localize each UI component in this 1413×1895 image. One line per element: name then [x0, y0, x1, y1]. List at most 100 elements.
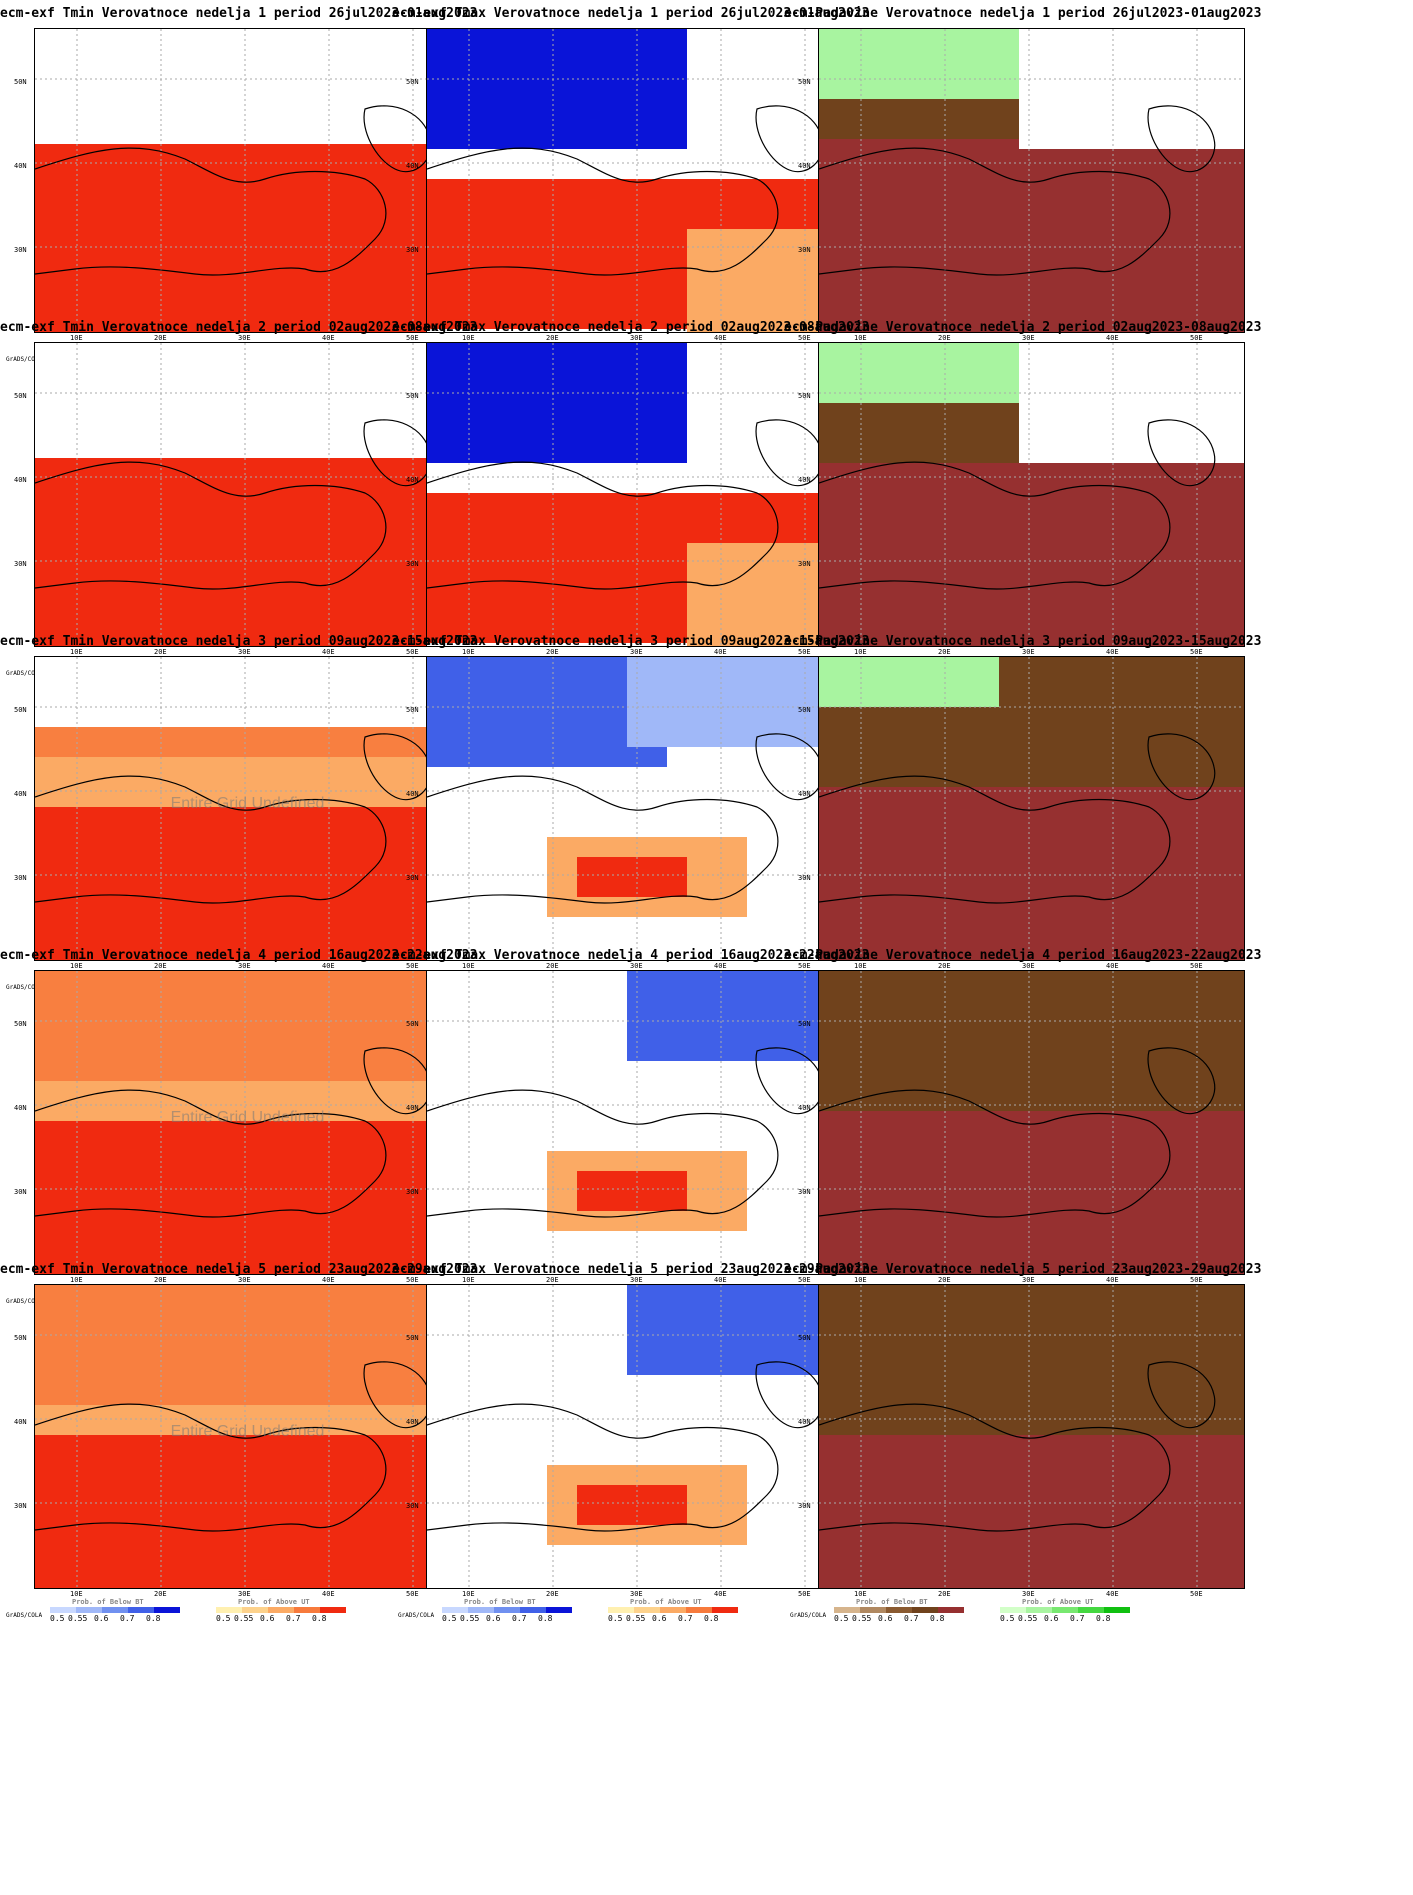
lat-label: 40N [14, 790, 27, 798]
scale-tick: 0.7 [678, 1614, 693, 1623]
lat-label: 50N [14, 78, 27, 86]
scale-swatch [468, 1607, 494, 1613]
lat-label: 30N [798, 1188, 811, 1196]
lon-label: 40E [322, 962, 335, 970]
lon-label: 30E [630, 648, 643, 656]
lon-label: 20E [938, 648, 951, 656]
lon-label: 10E [70, 648, 83, 656]
probability-field-map [427, 657, 852, 960]
lon-label: 30E [630, 962, 643, 970]
panel-title: ecm-exf Tmin Verovatnoce nedelja 5 perio… [0, 1262, 478, 1277]
scale-tick: 0.8 [146, 1614, 161, 1623]
map-panel-precip-week-1: ecm-Padavine Verovatnoce nedelja 1 perio… [784, 0, 1261, 379]
scale-swatch [938, 1607, 964, 1613]
lat-label: 40N [14, 476, 27, 484]
lon-label: 40E [714, 648, 727, 656]
scale-swatch [886, 1607, 912, 1613]
map-plot-area [818, 342, 1245, 647]
scale-swatch [912, 1607, 938, 1613]
grads-credit: GrADS/COLA [6, 1612, 43, 1619]
lon-label: 30E [630, 334, 643, 342]
scale-swatch [1104, 1607, 1130, 1613]
lat-label: 50N [406, 1334, 419, 1342]
lat-label: 40N [798, 1418, 811, 1426]
scale-swatch [320, 1607, 346, 1613]
map-plot-area [426, 342, 853, 647]
scale-tick: 0.55 [1018, 1614, 1038, 1623]
undefined-grid-watermark: Entire Grid Undefined [170, 1423, 325, 1440]
lon-label: 40E [322, 648, 335, 656]
panel-title: ecm-Padavine Verovatnoce nedelja 2 perio… [784, 320, 1262, 335]
scale-swatch [154, 1607, 180, 1613]
lon-label: 20E [938, 334, 951, 342]
lat-label: 50N [798, 1334, 811, 1342]
lat-label: 30N [406, 1188, 419, 1196]
lon-label: 50E [1190, 334, 1203, 342]
lon-label: 50E [798, 962, 811, 970]
scale-tick: 0.8 [312, 1614, 327, 1623]
map-plot-area [818, 970, 1245, 1275]
lon-label: 30E [238, 334, 251, 342]
probability-field-map [427, 343, 852, 646]
lat-label: 50N [406, 392, 419, 400]
probability-field-map [427, 971, 852, 1274]
grads-credit: GrADS/COLA [6, 670, 43, 677]
lon-label: 40E [322, 334, 335, 342]
lon-label: 20E [546, 648, 559, 656]
lon-label: 10E [854, 648, 867, 656]
lat-label: 50N [14, 1334, 27, 1342]
scale-tick: 0.7 [286, 1614, 301, 1623]
panel-title: ecm-exf Tmin Verovatnoce nedelja 3 perio… [0, 634, 478, 649]
panel-title: ecm-Padavine Verovatnoce nedelja 3 perio… [784, 634, 1262, 649]
lat-label: 30N [14, 1188, 27, 1196]
lon-label: 20E [154, 648, 167, 656]
lon-label: 10E [854, 1590, 867, 1598]
map-panel-tmax-week-3: ecm-exf Tmax Verovatnoce nedelja 3 perio… [392, 628, 869, 1007]
lon-label: 30E [1022, 334, 1035, 342]
lon-label: 50E [406, 648, 419, 656]
map-panel-tmax-week-5: ecm-exf Tmax Verovatnoce nedelja 5 perio… [392, 1256, 869, 1635]
lat-label: 30N [406, 874, 419, 882]
panel-title: ecm-Padavine Verovatnoce nedelja 5 perio… [784, 1262, 1262, 1277]
lon-label: 10E [462, 1590, 475, 1598]
lat-label: 30N [14, 1502, 27, 1510]
grads-credit: GrADS/COLA [790, 1612, 827, 1619]
scale-tick: 0.55 [234, 1614, 254, 1623]
scale-swatch [76, 1607, 102, 1613]
grads-credit: GrADS/COLA [398, 1612, 435, 1619]
lon-label: 20E [154, 1276, 167, 1284]
lon-label: 20E [938, 1590, 951, 1598]
lat-label: 40N [798, 476, 811, 484]
map-plot-area: Entire Grid Undefined [34, 970, 461, 1275]
map-plot-area [426, 1284, 853, 1589]
probability-field-map [819, 971, 1244, 1274]
lon-label: 10E [854, 1276, 867, 1284]
lon-label: 50E [798, 648, 811, 656]
lon-label: 40E [1106, 1276, 1119, 1284]
lon-label: 20E [546, 962, 559, 970]
lat-label: 30N [406, 1502, 419, 1510]
scale-swatch [50, 1607, 76, 1613]
scale-swatch [1078, 1607, 1104, 1613]
lon-label: 50E [406, 1590, 419, 1598]
scale-caption: Prob. of Above UT [1022, 1598, 1094, 1606]
scale-swatch [128, 1607, 154, 1613]
scale-tick: 0.5 [50, 1614, 65, 1623]
lon-label: 50E [1190, 1590, 1203, 1598]
map-plot-area [426, 28, 853, 333]
lon-label: 30E [238, 962, 251, 970]
scale-swatch [1052, 1607, 1078, 1613]
scale-tick: 0.55 [68, 1614, 88, 1623]
probability-field-map [819, 343, 1244, 646]
lon-label: 40E [714, 1276, 727, 1284]
scale-tick: 0.6 [652, 1614, 667, 1623]
lon-label: 20E [938, 962, 951, 970]
lat-label: 50N [14, 392, 27, 400]
probability-field-map [35, 1285, 460, 1588]
scale-swatch [102, 1607, 128, 1613]
panel-title: ecm-exf Tmax Verovatnoce nedelja 2 perio… [392, 320, 870, 335]
